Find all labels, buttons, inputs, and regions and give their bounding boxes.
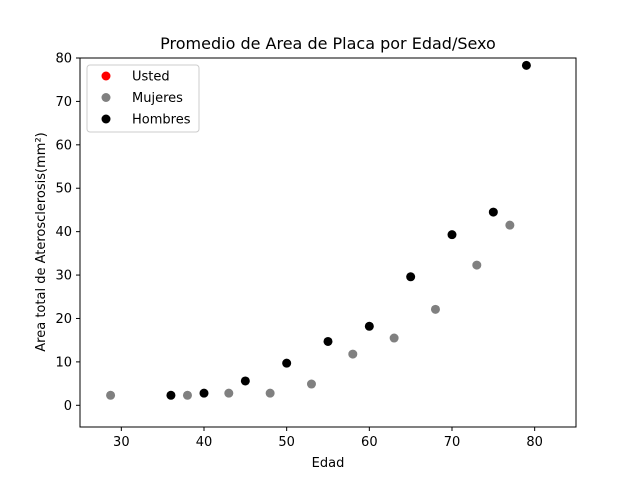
x-tick-label: 50 [278,435,295,450]
data-point-mujeres [306,379,316,389]
data-point-hombres [488,207,498,217]
y-axis-label: Area total de Aterosclerosis(mm²) [34,132,49,351]
data-point-mujeres [505,220,515,230]
data-point-mujeres [106,390,116,400]
x-tick-label: 60 [361,435,378,450]
legend-marker-mujeres [101,93,111,102]
plot-frame [79,57,577,428]
data-points [106,60,531,400]
y-tick-label: 50 [55,182,72,197]
y-tick-label: 30 [55,269,72,284]
legend-label-hombres: Hombres [132,113,191,128]
y-tick-label: 10 [55,355,72,370]
data-point-hombres [364,321,374,331]
data-point-hombres [521,60,531,70]
legend-box [86,64,200,133]
chart-title: Promedio de Area de Placa por Edad/Sexo [160,34,496,53]
data-point-mujeres [430,304,440,314]
legend-marker-hombres [101,114,111,124]
legend: Usted Mujeres Hombres [86,64,200,133]
x-tick-label: 30 [113,435,130,450]
data-point-hombres [240,376,250,386]
data-point-hombres [282,358,292,368]
y-tick-label: 20 [55,312,72,327]
data-point-hombres [199,388,209,398]
x-axis-label: Edad [312,456,345,471]
y-tick-label: 80 [55,52,72,67]
x-tick-label: 40 [196,435,213,450]
data-point-mujeres [182,390,192,400]
data-point-mujeres [472,260,482,270]
data-point-hombres [406,272,416,282]
x-axis-ticks: 30 40 50 60 70 80 [113,427,543,450]
x-tick-label: 70 [444,435,461,450]
legend-marker-usted [101,71,111,81]
data-point-mujeres [389,333,399,343]
y-tick-label: 0 [64,399,72,414]
data-point-mujeres [265,388,275,398]
data-point-hombres [447,230,457,240]
data-point-mujeres [348,349,358,359]
data-point-mujeres [224,388,234,398]
legend-label-mujeres: Mujeres [132,91,183,106]
y-axis-ticks: 0 10 20 30 40 50 60 70 80 [55,52,80,414]
legend-label-usted: Usted [132,70,170,85]
x-tick-label: 80 [526,435,543,450]
y-tick-label: 60 [55,138,72,153]
y-tick-label: 70 [55,95,72,110]
data-point-hombres [166,390,176,400]
data-point-hombres [323,336,333,346]
y-tick-label: 40 [55,225,72,240]
